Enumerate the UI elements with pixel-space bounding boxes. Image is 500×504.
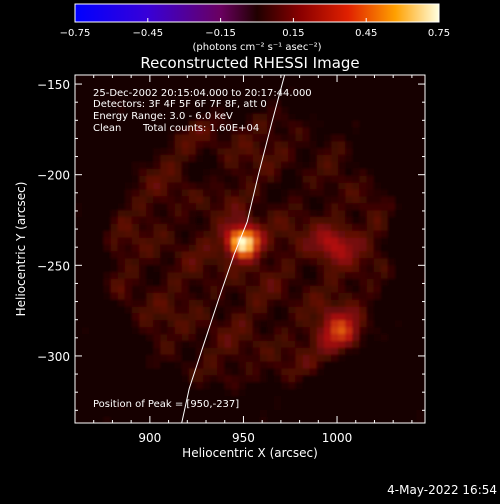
- colorbar: [74, 3, 440, 23]
- y-tick-label: −150: [37, 78, 70, 92]
- colorbar-tick-label: −0.15: [205, 28, 236, 39]
- axis-ticks: 900 950 1000 −150 −200 −250 −300: [37, 75, 425, 445]
- colorbar-tick-label: 0.15: [282, 28, 304, 39]
- solar-limb-curve: [181, 75, 286, 423]
- x-tick-label: 900: [138, 431, 161, 445]
- plot-frame: [74, 74, 426, 424]
- y-tick-label: −200: [37, 169, 70, 183]
- footer-timestamp: 4-May-2022 16:54: [387, 483, 497, 497]
- colorbar-ticks: −0.75 −0.45 −0.15 0.15 0.45 0.75: [60, 18, 450, 39]
- colorbar-tick-label: 0.75: [428, 28, 450, 39]
- y-tick-label: −300: [37, 350, 70, 364]
- colorbar-unit-label: (photons cm⁻² s⁻¹ asec⁻²): [192, 42, 321, 53]
- y-tick-label: −250: [37, 259, 70, 273]
- annotation-detectors: Detectors: 3F 4F 5F 6F 7F 8F, att 0: [93, 99, 267, 110]
- heatmap-image: [75, 75, 425, 423]
- chart-title: Reconstructed RHESSI Image: [140, 54, 359, 72]
- colorbar-tick-label: 0.45: [355, 28, 377, 39]
- x-tick-label: 950: [232, 431, 255, 445]
- annotation-method: Clean: [93, 123, 121, 134]
- colorbar-tick-label: −0.45: [132, 28, 163, 39]
- y-axis-label: Heliocentric Y (arcsec): [14, 182, 28, 317]
- colorbar-tick-label: −0.75: [60, 28, 91, 39]
- peak-position-label: Position of Peak = [950,-237]: [93, 399, 239, 410]
- annotation-energy-range: Energy Range: 3.0 - 6.0 keV: [93, 111, 233, 122]
- annotation-time-range: 25-Dec-2002 20:15:04.000 to 20:17:44.000: [93, 88, 312, 99]
- annotation-total-counts: Total counts: 1.60E+04: [142, 123, 259, 134]
- x-axis-label: Heliocentric X (arcsec): [182, 446, 318, 460]
- x-tick-label: 1000: [322, 431, 353, 445]
